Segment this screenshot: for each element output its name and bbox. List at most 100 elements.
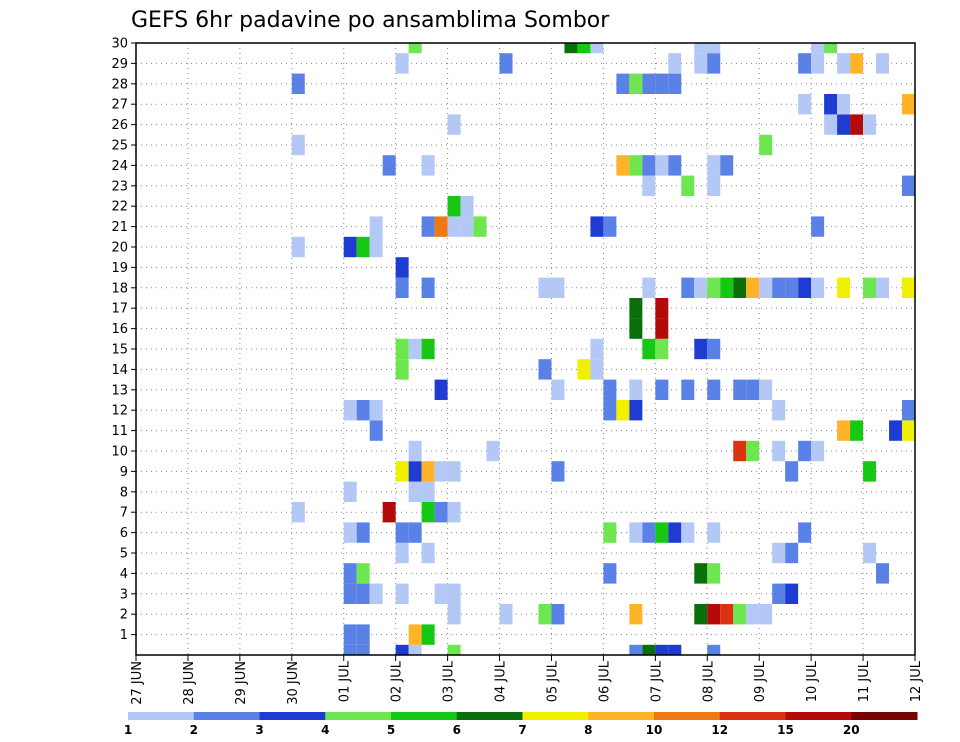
x-tick-label: 28 JUN [182, 661, 197, 705]
precip-cell [408, 624, 422, 645]
precip-cell [772, 400, 786, 421]
precip-cell [473, 216, 487, 237]
precip-cell [694, 338, 708, 360]
y-tick-label: 3 [120, 587, 128, 602]
precip-cell [798, 440, 812, 462]
precip-cell [395, 461, 409, 482]
precip-cell [694, 277, 708, 298]
precip-cell [759, 134, 773, 156]
y-tick-label: 8 [120, 485, 128, 500]
y-tick-label: 22 [111, 200, 128, 215]
precip-cell [499, 604, 513, 625]
precip-cell [629, 522, 643, 543]
colorbar-swatch [325, 712, 392, 720]
y-tick-label: 17 [111, 302, 128, 317]
precip-cell [694, 604, 708, 625]
precip-cell [538, 604, 552, 625]
precip-cell [343, 400, 357, 421]
precip-cell [837, 420, 851, 441]
precip-cell [616, 400, 630, 421]
precip-cell [356, 236, 370, 258]
precip-cell [681, 175, 695, 196]
y-tick-label: 5 [120, 547, 128, 562]
precip-cell [629, 400, 643, 421]
colorbar-swatch [128, 712, 195, 720]
precip-cell [447, 583, 461, 604]
precip-cell [772, 583, 786, 604]
x-tick-label: 06 JUL [597, 660, 612, 702]
precip-cell [434, 379, 448, 400]
y-tick-label: 30 [111, 37, 128, 52]
colorbar-label: 5 [387, 723, 395, 737]
precip-cell [382, 502, 396, 523]
colorbar-label: 3 [255, 723, 263, 737]
y-tick-label: 27 [111, 98, 128, 113]
precip-cell [876, 277, 890, 298]
precip-cell [395, 277, 409, 298]
precip-cell [746, 277, 760, 298]
x-tick-label: 12 JUL [909, 660, 924, 702]
precip-cell [408, 481, 422, 502]
precip-cell [837, 53, 851, 74]
precip-cell [798, 522, 812, 543]
precip-cell [720, 155, 734, 176]
precip-cell [772, 440, 786, 462]
precip-cell [369, 420, 383, 441]
precip-cell [408, 440, 422, 462]
precip-cell [590, 338, 604, 360]
precip-cell [291, 73, 305, 94]
precip-cell [642, 277, 656, 298]
precip-cell [434, 461, 448, 482]
precip-cell [343, 481, 357, 502]
y-tick-label: 11 [111, 424, 128, 439]
precip-cell [850, 420, 864, 441]
precip-cell [447, 502, 461, 523]
y-tick-label: 29 [111, 57, 128, 72]
y-tick-label: 18 [111, 281, 128, 296]
y-tick-label: 2 [120, 608, 128, 623]
precip-cell [629, 379, 643, 400]
x-tick-label: 04 JUL [494, 660, 509, 702]
precip-cell [369, 216, 383, 237]
y-tick-label: 1 [120, 628, 128, 643]
precip-cell [746, 379, 760, 400]
precip-cell [395, 359, 409, 380]
precip-cell [759, 277, 773, 298]
colorbar-label: 7 [518, 723, 526, 737]
precip-cell [369, 400, 383, 421]
precip-cell [642, 155, 656, 176]
precip-cell [434, 216, 448, 237]
precip-cell [538, 277, 552, 298]
precip-cell [811, 43, 825, 54]
precip-cell [421, 481, 435, 502]
precip-cell [538, 359, 552, 380]
precip-cell [733, 277, 747, 298]
colorbar-swatch [259, 712, 326, 720]
precip-cell [655, 338, 669, 360]
colorbar-label: 10 [646, 723, 663, 737]
colorbar-swatch [654, 712, 721, 720]
precip-cell [395, 522, 409, 543]
precip-cell [772, 542, 786, 564]
x-tick-label: 10 JUL [805, 660, 820, 702]
precip-cell [486, 440, 500, 462]
precip-cell [811, 216, 825, 237]
precip-cell [577, 43, 591, 54]
precip-cell [343, 624, 357, 645]
precip-cell [291, 236, 305, 258]
precip-cell [668, 53, 682, 74]
precip-cell [811, 53, 825, 74]
colorbar-label: 1 [124, 723, 132, 737]
precip-cell [707, 155, 721, 176]
precip-cell [356, 522, 370, 543]
precip-cell [863, 542, 877, 564]
precip-cell [447, 196, 461, 217]
colorbar-label: 15 [777, 723, 794, 737]
precip-cell [408, 43, 422, 54]
precip-cell [590, 216, 604, 237]
precip-cell [655, 73, 669, 94]
precip-cell [707, 175, 721, 196]
y-axis: 1234567891011121314151617181920212223242… [111, 37, 136, 643]
precip-cell [733, 604, 747, 625]
y-tick-label: 12 [111, 404, 128, 419]
